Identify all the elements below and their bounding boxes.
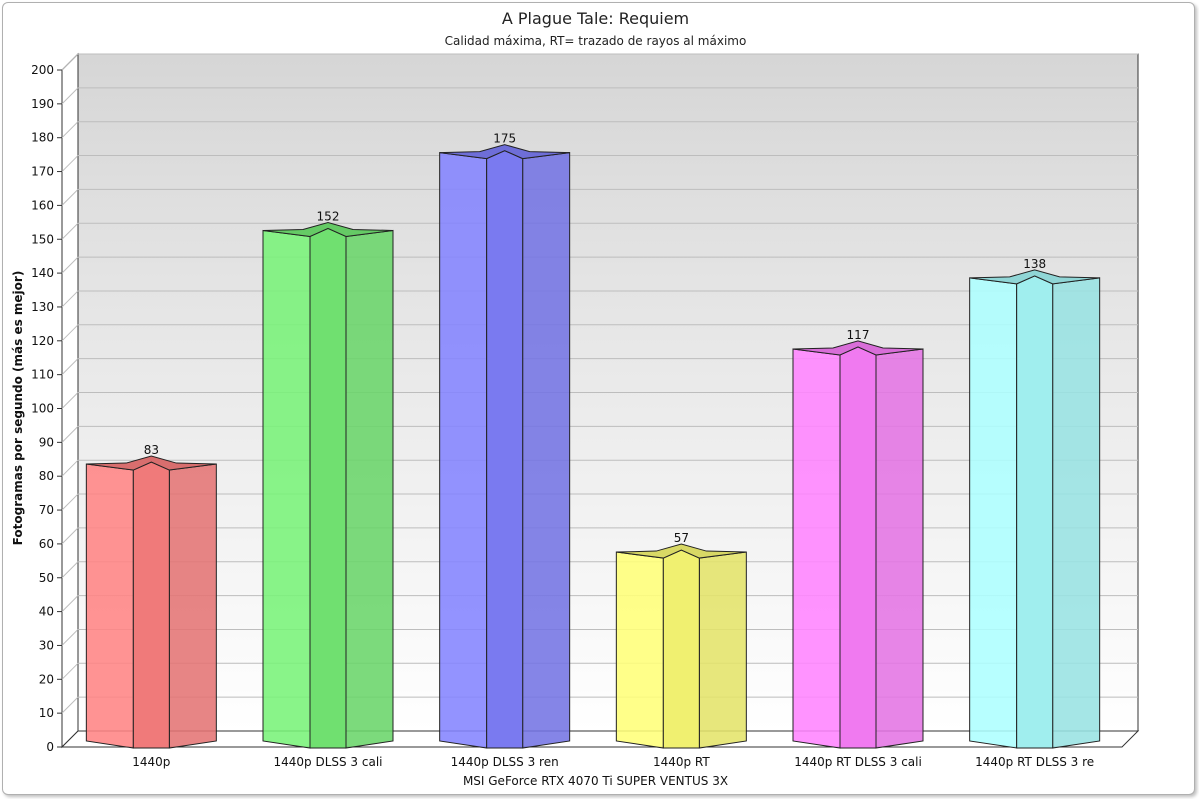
gridline-side [61,696,79,714]
y-tick-label: 100 [31,402,54,416]
y-tick-label: 150 [31,232,54,246]
bar-4 [615,543,747,749]
gridline-side [61,324,79,342]
bar-face-right [345,229,394,749]
bar-top-cap [439,144,570,160]
chart-subtitle: Calidad máxima, RT= trazado de rayos al … [444,34,747,48]
bar-top-cap [262,221,394,237]
bar-face-right [522,152,571,749]
gridline-side [61,595,79,612]
gridline-side [61,121,79,139]
gridline-side [61,222,79,240]
bar-value-label: 57 [674,531,689,545]
gridline-side [61,629,79,646]
y-tick-label: 120 [31,334,54,348]
x-category-label: 1440p DLSS 3 ren [451,755,559,769]
y-tick-label: 10 [39,706,54,720]
bar-value-label: 138 [1023,257,1046,271]
bar-face-right [875,348,924,749]
y-tick-label: 60 [39,537,54,551]
bar-face-left [262,229,311,749]
bar-face-right [698,551,747,749]
bar-value-label: 152 [317,209,340,223]
gridline-side [61,425,79,443]
gridline-side [61,358,79,376]
gridline-side [61,290,79,308]
bar-top-cap [86,455,217,471]
gridline-side [61,662,79,680]
gridline-side [61,561,79,579]
gridline-side [61,189,79,206]
y-tick-label: 170 [31,165,54,179]
bar-value-label: 117 [847,328,870,342]
y-tick-label: 90 [39,435,54,449]
bar-3 [439,144,571,749]
y-tick-label: 140 [31,266,54,280]
bar-top-cap [616,543,747,559]
bar-value-label: 83 [144,443,159,457]
bar-face-left [85,463,134,749]
gridline-side [61,155,79,172]
y-tick-label: 190 [31,97,54,111]
bar-top-cap [969,269,1100,285]
y-tick-label: 20 [39,672,54,686]
bar-5 [792,340,924,749]
bar-1 [85,455,217,749]
bar-2 [262,221,394,749]
y-tick-label: 80 [39,469,54,483]
chart-title: A Plague Tale: Requiem [501,9,690,28]
y-tick-label: 180 [31,131,54,145]
bar-face-center [309,227,347,749]
bar-face-center [132,461,170,749]
gridline-side [61,87,79,105]
y-tick-label: 50 [39,571,54,585]
bar-face-center [839,346,877,749]
y-tick-label: 30 [39,638,54,652]
gridline-side [61,256,79,274]
x-category-label: 1440p DLSS 3 cali [273,755,382,769]
bar-face-center [662,549,700,749]
bar-face-right [1052,277,1101,749]
y-tick-label: 0 [46,740,54,754]
y-tick-label: 40 [39,605,54,619]
y-tick-label: 200 [31,63,54,77]
bar-face-right [168,463,217,749]
gridline-side [61,459,79,477]
x-category-label: 1440p RT DLSS 3 re [975,755,1094,769]
gridline-side [61,392,79,409]
bar-face-left [792,348,841,749]
x-axis-label: MSI GeForce RTX 4070 Ti SUPER VENTUS 3X [462,774,729,788]
x-category-label: 1440p [132,755,170,769]
bar-face-left [969,277,1018,749]
y-tick-label: 160 [31,198,54,212]
x-category-label: 1440p RT [653,755,710,769]
bar-face-left [439,152,488,749]
y-tick-label: 70 [39,503,54,517]
bar-face-center [486,150,524,749]
gridline-side [61,527,79,545]
x-category-label: 1440p RT DLSS 3 cali [794,755,922,769]
bar-face-left [615,551,664,749]
gridline-side [61,53,79,71]
bar-value-label: 175 [493,132,516,146]
y-tick-label: 110 [31,368,54,382]
gridline-side [61,493,79,511]
bar-top-cap [792,340,924,356]
bar-face-center [1016,275,1054,749]
y-tick-label: 130 [31,300,54,314]
bar-6 [969,269,1101,749]
